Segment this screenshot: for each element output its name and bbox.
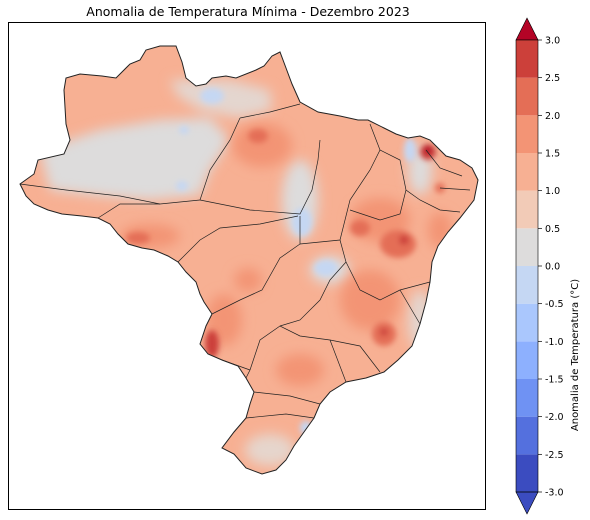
hot-anomaly-spots [126, 129, 445, 358]
colorbar-over-extension [515, 17, 539, 41]
colorbar-bin-6 [516, 228, 538, 266]
colorbar-under-extension [515, 491, 539, 515]
colorbar-bin-9 [516, 115, 538, 153]
colorbar-tick-label: 2.0 [545, 111, 560, 122]
brazil-anomaly-map [19, 45, 479, 475]
colorbar-bin-1 [516, 416, 538, 455]
colorbar-bin-8 [516, 153, 538, 191]
colorbar-tick-label: 1.0 [545, 186, 560, 197]
colorbar-tick-label: 1.5 [545, 149, 560, 160]
colorbar-tick-label: 0.5 [545, 224, 560, 235]
colorbar-bin-11 [516, 40, 538, 78]
colorbar-bin-7 [516, 190, 538, 229]
colorbar-tick-label: -1.5 [545, 375, 564, 386]
colorbar-tick-label: -3.0 [545, 488, 564, 499]
colorbar-bin-3 [516, 341, 538, 379]
state-borders [19, 103, 471, 419]
colorbar-bin-2 [516, 379, 538, 417]
colorbar-bin-5 [516, 266, 538, 304]
colorbar-bin-10 [516, 77, 538, 116]
colorbar-tick-label: -2.0 [545, 412, 564, 423]
cool-anomaly-spots [176, 88, 416, 435]
colorbar: -3.0 -2.5 -2.0 -1.5 -1.0 -0.5 0.0 0.5 1.0 1.5 2.0 2… [515, 17, 564, 515]
colorbar-bin-4 [516, 303, 538, 342]
colorbar-tick-label: -1.0 [545, 337, 564, 348]
colorbar-tick-label: 3.0 [545, 36, 560, 47]
colorbar-bin-0 [516, 454, 538, 492]
map-title: Anomalia de Temperatura Mínima - Dezembr… [86, 4, 410, 19]
colorbar-tick-label: -2.5 [545, 450, 564, 461]
colorbar-tick-label: -0.5 [545, 299, 564, 310]
colorbar-tick-label: 2.5 [545, 73, 560, 84]
colorbar-tick-label: 0.0 [545, 262, 560, 273]
colorbar-label: Anomalia de Temperatura (°C) [570, 278, 581, 432]
brazil-outline [19, 45, 479, 475]
